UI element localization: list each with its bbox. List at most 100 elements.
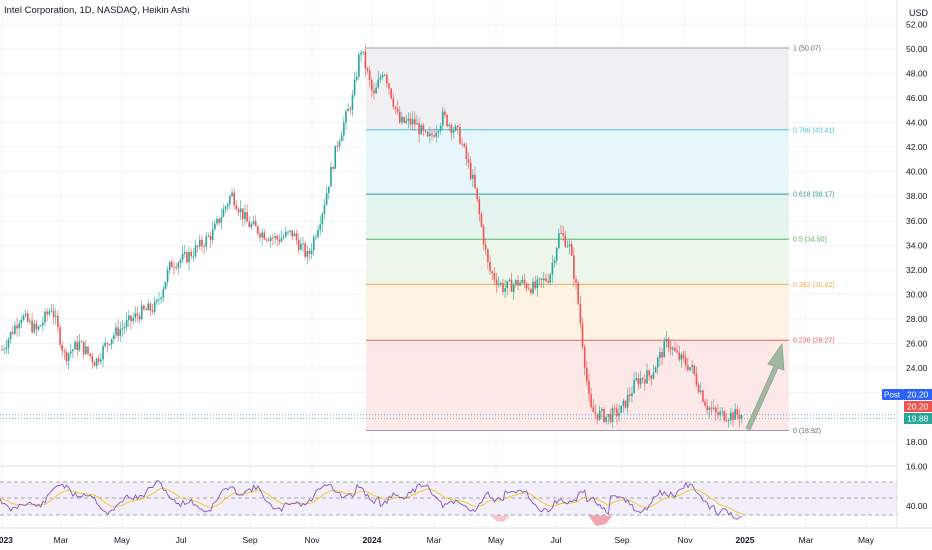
candle-body [323,204,326,214]
candle-body [162,289,165,298]
candle-body [125,320,128,327]
candle-body [76,341,79,351]
candle-body [740,414,743,419]
candle-body [727,420,730,421]
time-tick-label: 2024 [363,535,382,545]
candle-body [609,414,612,422]
candle-body [282,236,285,238]
price-tick-label: 36.00 [906,216,928,226]
candle-body [338,141,341,147]
time-axis: 2023 Mar May Jul Sep Nov 2024 Mar May Jul Sep Nov 20… [0,527,932,545]
candle-body [506,281,509,289]
fib-level-label: 0 (18.92) [793,428,821,435]
candle-body [489,262,491,272]
candle-body [472,174,474,179]
candle-body [457,125,459,128]
candle-body [590,394,592,408]
candle-body [158,299,160,301]
candle-body [242,208,244,220]
candle-body [375,87,377,94]
candle-body [336,145,339,147]
candle-body [239,208,242,213]
candle-body [226,204,229,207]
candle-body [704,401,706,406]
candle-body [328,186,330,193]
candle-body [491,271,493,274]
candle-body [308,251,311,254]
rsi-oversold-fill [588,515,612,526]
candle-body [33,323,36,333]
candle-body [394,106,397,109]
price-tick-label: 34.00 [906,240,928,250]
time-tick-label: Nov [677,535,693,545]
candle-body [441,111,444,126]
candle-body [233,192,235,206]
candle-body [717,412,719,416]
candle-body [414,119,416,125]
candle-body [312,237,315,251]
projection-arrow [745,342,785,431]
candle-body [186,252,188,263]
candle-body [287,231,289,233]
candle-body [63,350,66,352]
candle-body [398,111,401,123]
candle-body [543,278,545,281]
candle-body [134,313,137,318]
candle-body [549,274,552,283]
candle-body [493,273,496,280]
candle-body [160,297,162,300]
candle-body [373,90,375,94]
time-tick-label: 2025 [736,535,755,545]
candle-body [558,233,560,248]
candle-body [560,233,562,234]
candle-body [192,255,195,257]
post-value: 20.20 [907,390,929,400]
candle-body [48,311,51,315]
price-tick-label: 30.00 [906,289,928,299]
candle-body [106,342,109,345]
candle-body [527,288,530,290]
candle-body [497,283,500,285]
candle-body [74,341,76,350]
candle-body [672,347,674,350]
candle-body [667,338,670,348]
candle-body [259,233,261,238]
candle-body [631,393,633,397]
candle-body [461,143,463,145]
candle-body [454,125,457,131]
candle-body [446,114,448,127]
candle-body [235,205,238,210]
candle-body [646,370,648,384]
candle-body [175,267,177,269]
candle-body [581,323,584,347]
candle-body [734,408,736,420]
candle-body [517,280,519,286]
candle-body [147,303,149,311]
candle-body [678,352,681,360]
candlestick-series [1,44,743,429]
candle-body [624,400,627,408]
candle-body [605,416,607,422]
candle-body [459,127,461,144]
candle-body [196,245,199,247]
candle-body [699,390,702,393]
candle-body [564,236,567,247]
candle-body [18,323,20,329]
fib-zone [366,48,789,130]
candle-body [601,409,603,411]
candle-body [244,212,246,220]
candle-body [128,315,130,321]
candle-body [532,281,534,294]
candle-body [562,233,564,237]
time-tick-label: Sep [242,535,257,545]
candle-body [613,408,616,410]
candle-body [164,281,167,290]
candle-body [78,341,81,351]
candle-body [644,379,646,384]
candle-body [596,413,599,420]
candle-body [465,146,468,160]
candle-body [123,326,126,329]
candle-body [411,119,414,125]
candle-body [300,243,302,250]
